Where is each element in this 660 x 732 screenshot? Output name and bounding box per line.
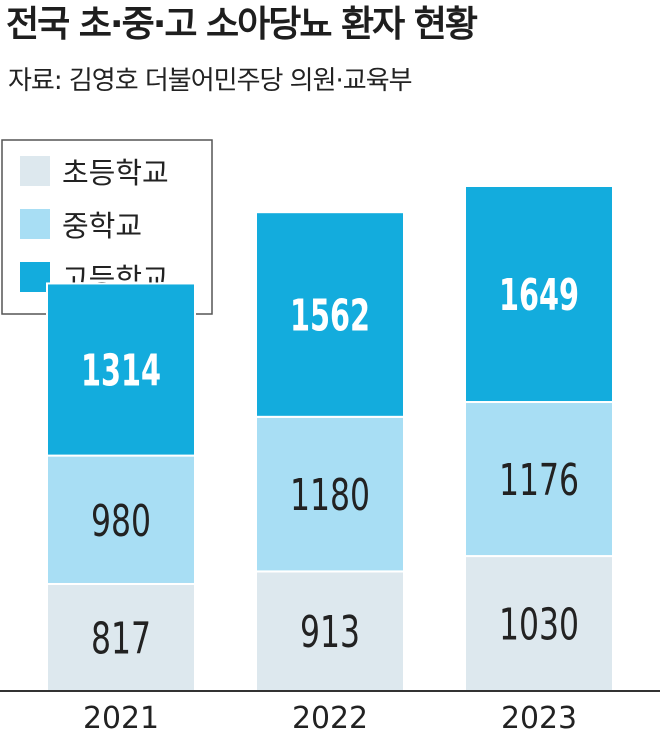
x-tick-labels: 2021 2022 2023 — [83, 701, 577, 732]
bar-high-2023 — [464, 184, 614, 404]
legend-swatch-high — [20, 262, 50, 292]
legend-label-middle: 중학교 — [62, 209, 142, 243]
legend-swatch-elementary — [20, 156, 50, 186]
bars-group: 817 980 1314 913 1180 1562 1030 1176 1649 — [46, 184, 614, 693]
data-label-elementary-2021: 817 — [91, 613, 151, 664]
bar-high-2022 — [255, 211, 405, 418]
x-tick-2021: 2021 — [83, 701, 159, 732]
bar-elementary-2022 — [255, 570, 405, 692]
data-label-high-2022: 1562 — [290, 291, 370, 342]
bar-elementary-2023 — [464, 555, 614, 692]
data-label-elementary-2023: 1030 — [499, 600, 579, 651]
data-label-high-2023: 1649 — [499, 270, 579, 321]
chart-title: 전국 초·중·고 소아당뇨 환자 현황 — [6, 4, 478, 45]
bar-elementary-2021 — [46, 582, 196, 693]
chart-source: 자료: 김영호 더불어민주당 의원·교육부 — [8, 66, 413, 96]
x-tick-2023: 2023 — [501, 701, 577, 732]
x-tick-2022: 2022 — [292, 701, 368, 732]
bar-middle-2021 — [46, 454, 196, 585]
bar-high-2021 — [46, 282, 196, 457]
legend-label-elementary: 초등학교 — [62, 156, 169, 190]
data-label-middle-2023: 1176 — [499, 455, 579, 506]
data-label-middle-2021: 980 — [91, 496, 151, 547]
data-label-high-2021: 1314 — [81, 346, 161, 397]
data-label-elementary-2022: 913 — [300, 607, 360, 658]
data-label-middle-2022: 1180 — [290, 470, 370, 521]
legend-swatch-middle — [20, 209, 50, 239]
bar-middle-2022 — [255, 415, 405, 573]
